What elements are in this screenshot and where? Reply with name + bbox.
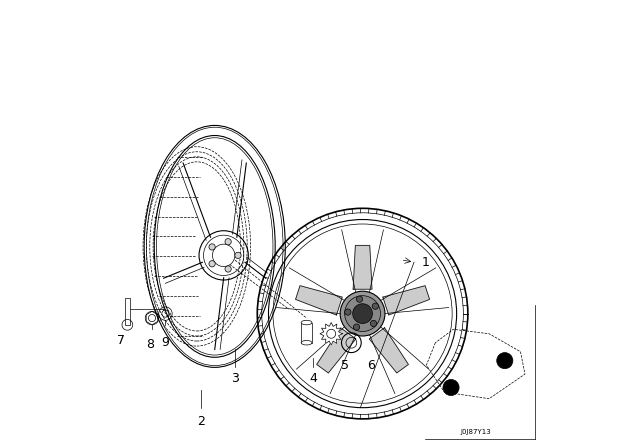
Text: 1: 1	[421, 255, 429, 269]
Circle shape	[372, 303, 378, 309]
Ellipse shape	[301, 340, 312, 345]
Bar	[301, 323, 312, 343]
Circle shape	[225, 266, 231, 272]
Text: 4: 4	[309, 372, 317, 385]
Text: 2: 2	[197, 414, 205, 428]
Text: 7: 7	[116, 334, 125, 347]
Circle shape	[353, 304, 372, 323]
Circle shape	[353, 324, 360, 330]
Text: 3: 3	[231, 372, 239, 385]
Text: 9: 9	[161, 336, 170, 349]
Circle shape	[209, 244, 215, 250]
Polygon shape	[369, 328, 408, 373]
Text: 6: 6	[367, 358, 376, 372]
Circle shape	[356, 296, 363, 302]
Circle shape	[443, 379, 459, 396]
Polygon shape	[383, 286, 429, 315]
Circle shape	[345, 309, 351, 315]
Polygon shape	[296, 286, 342, 315]
Circle shape	[235, 252, 241, 258]
Circle shape	[344, 296, 380, 332]
Text: J0J87Y13: J0J87Y13	[460, 429, 491, 435]
Circle shape	[497, 353, 513, 369]
Polygon shape	[353, 246, 372, 289]
Circle shape	[371, 320, 377, 327]
Text: 5: 5	[340, 358, 349, 372]
Polygon shape	[320, 323, 342, 345]
Circle shape	[340, 291, 385, 336]
Polygon shape	[317, 328, 356, 373]
Circle shape	[225, 239, 231, 245]
Circle shape	[209, 261, 215, 267]
Bar	[125, 298, 130, 325]
Ellipse shape	[301, 320, 312, 325]
Text: 8: 8	[146, 338, 154, 352]
Circle shape	[212, 244, 235, 267]
